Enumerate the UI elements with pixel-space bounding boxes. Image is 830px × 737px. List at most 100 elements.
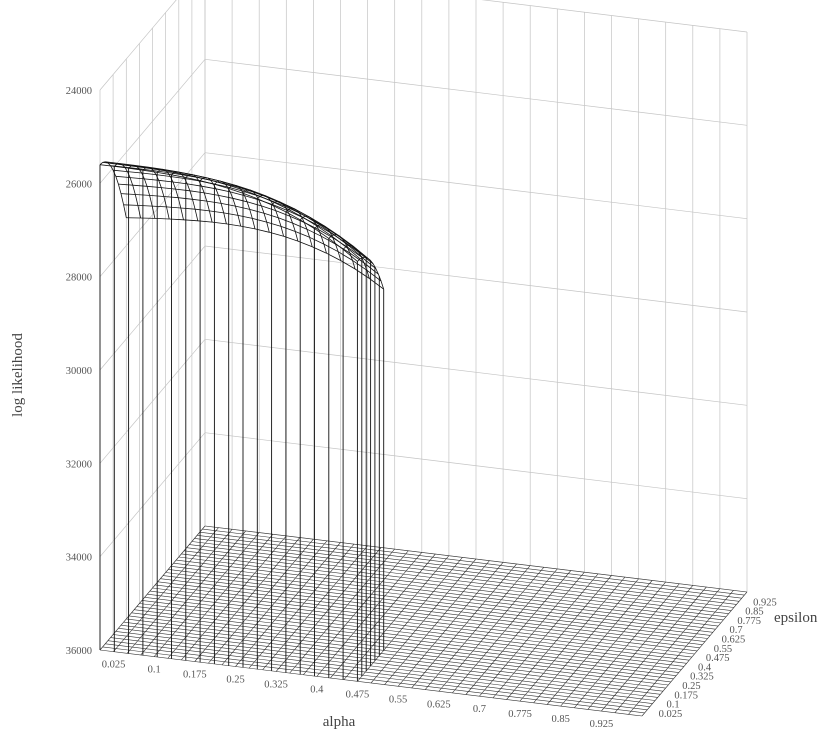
surface-mesh-line bbox=[158, 179, 174, 183]
surface-mesh-line bbox=[275, 210, 279, 218]
surface-mesh-line bbox=[197, 220, 213, 223]
surface-mesh-line bbox=[153, 170, 168, 173]
surface-mesh-line bbox=[184, 178, 199, 182]
floor-gridline bbox=[170, 566, 713, 633]
surface-mesh-line bbox=[198, 180, 214, 185]
surface-mesh-line bbox=[327, 228, 343, 239]
surface-mesh-line bbox=[159, 169, 175, 173]
y-tick-label: 0.925 bbox=[753, 597, 777, 608]
surface-mesh-line bbox=[180, 207, 184, 220]
surface-mesh-line bbox=[144, 178, 148, 187]
back-wall-gridline bbox=[481, 0, 748, 33]
surface-mesh-line bbox=[323, 243, 339, 253]
surface-mesh-line bbox=[137, 205, 141, 219]
surface-mesh-line bbox=[229, 191, 234, 199]
surface-mesh-line bbox=[212, 221, 227, 225]
floor-gridline bbox=[136, 606, 679, 673]
surface-mesh-line bbox=[141, 172, 145, 180]
y-tick-label: 0.7 bbox=[730, 625, 743, 636]
surface-mesh-line bbox=[177, 197, 182, 209]
surface-mesh-line bbox=[295, 231, 310, 238]
surface-mesh-line bbox=[112, 170, 117, 177]
surface-mesh-line bbox=[309, 236, 325, 245]
surface-mesh-line bbox=[123, 204, 138, 206]
surface-mesh-line bbox=[198, 180, 202, 187]
surface-mesh-line bbox=[240, 225, 256, 230]
surface-mesh-line bbox=[206, 200, 222, 204]
surface-mesh-line bbox=[123, 204, 127, 218]
surface-mesh-line bbox=[169, 218, 184, 221]
floor-gridline bbox=[139, 603, 682, 670]
surface-mesh-line bbox=[363, 262, 368, 271]
surface-mesh-line bbox=[144, 178, 159, 181]
surface-mesh-line bbox=[161, 187, 176, 190]
surface-mesh-line bbox=[326, 252, 341, 261]
surface-mesh-line bbox=[237, 215, 253, 219]
surface-mesh-line bbox=[310, 217, 326, 227]
surface-mesh-line bbox=[183, 219, 198, 222]
surface-mesh-line bbox=[246, 201, 262, 207]
surface-mesh-line bbox=[314, 228, 330, 239]
surface-mesh-line bbox=[330, 232, 345, 243]
surface-mesh-line bbox=[261, 205, 276, 211]
surface-mesh-line bbox=[280, 226, 296, 232]
surface-mesh-line bbox=[380, 280, 385, 290]
surface-mesh-line bbox=[157, 172, 172, 176]
surface-mesh-line bbox=[150, 167, 166, 171]
surface-mesh-line bbox=[269, 231, 284, 237]
surface-mesh-line bbox=[263, 213, 268, 223]
surface-mesh-line bbox=[242, 192, 258, 200]
surface-mesh-line bbox=[261, 205, 265, 214]
floor-gridline bbox=[149, 590, 692, 658]
x-axis-label: alpha bbox=[323, 714, 356, 730]
surface-mesh-line bbox=[246, 201, 251, 210]
surface-mesh-line bbox=[110, 165, 125, 168]
surface-mesh-line bbox=[218, 195, 222, 204]
floor-gridline bbox=[141, 600, 685, 667]
back-wall-gridline bbox=[204, 432, 748, 500]
surface-mesh-line bbox=[354, 268, 370, 279]
surface-mesh-line bbox=[316, 225, 332, 237]
surface-mesh-line bbox=[320, 236, 325, 245]
surface-mesh-line bbox=[278, 217, 293, 224]
surface-mesh-line bbox=[363, 262, 379, 275]
surface-mesh-line bbox=[187, 183, 202, 187]
surface-mesh-line bbox=[201, 185, 216, 190]
floor-gridline bbox=[152, 587, 695, 655]
surface-mesh-line bbox=[250, 189, 266, 196]
floor-gridline bbox=[126, 618, 669, 686]
surface-mesh-line bbox=[120, 193, 136, 195]
surface-mesh-line bbox=[218, 195, 233, 199]
surface-mesh-line bbox=[192, 199, 196, 210]
surface-mesh-line bbox=[223, 212, 227, 224]
x-tick-label: 0.175 bbox=[183, 670, 207, 681]
surface-mesh-line bbox=[167, 172, 183, 176]
surface-mesh-line bbox=[341, 237, 357, 250]
surface-mesh-line bbox=[178, 197, 193, 200]
surface-mesh-line bbox=[107, 162, 123, 165]
surface-mesh-line bbox=[241, 190, 257, 196]
surface-mesh-line bbox=[195, 208, 210, 212]
y-tick-label: 0.025 bbox=[659, 709, 683, 720]
surface-mesh-line bbox=[174, 172, 189, 176]
surface-mesh-line bbox=[204, 192, 219, 196]
surface-mesh-line bbox=[181, 174, 185, 179]
left-wall-gridline bbox=[99, 59, 206, 184]
surface-mesh-line bbox=[179, 172, 194, 176]
floor-gridline bbox=[128, 615, 671, 683]
surface-mesh-line bbox=[145, 167, 160, 171]
surface-mesh-line bbox=[340, 260, 356, 270]
x-tick-label: 0.325 bbox=[264, 680, 288, 691]
floor-gridline bbox=[186, 547, 729, 614]
surface-mesh-line bbox=[141, 172, 157, 175]
floor-gridline bbox=[144, 597, 687, 664]
floor-gridline bbox=[113, 634, 656, 701]
surface-mesh-line bbox=[236, 185, 252, 191]
floor-gridline bbox=[178, 556, 721, 624]
floor-gridline bbox=[110, 637, 653, 704]
surface-mesh-line bbox=[356, 248, 371, 261]
surface-mesh-line bbox=[207, 177, 223, 182]
surface-mesh-line bbox=[304, 222, 319, 230]
surface-mesh-line bbox=[192, 198, 207, 202]
surface-mesh-line bbox=[263, 212, 279, 219]
